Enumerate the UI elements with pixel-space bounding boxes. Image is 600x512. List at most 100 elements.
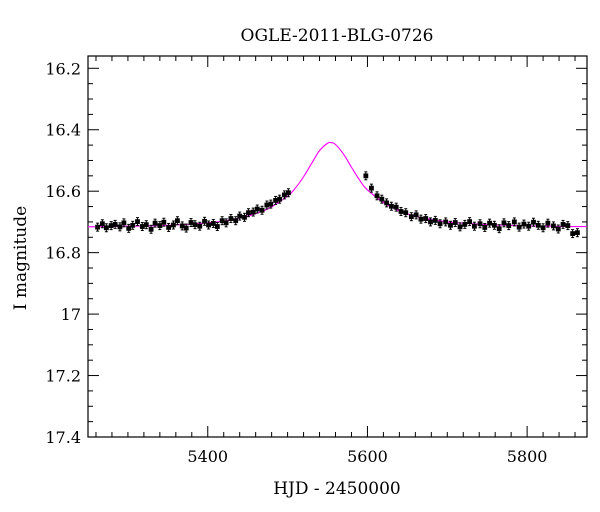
model-curve-group — [87, 141, 588, 228]
data-point — [496, 224, 502, 234]
data-point-marker — [369, 185, 374, 191]
data-point-marker — [457, 224, 463, 230]
data-point-marker — [237, 213, 243, 219]
data-point-marker — [477, 221, 483, 227]
data-point — [117, 222, 123, 232]
data-point-marker — [560, 221, 566, 227]
data-point-marker — [551, 223, 556, 229]
data-point — [259, 205, 265, 215]
data-point — [157, 221, 163, 231]
data-point-marker — [555, 226, 561, 232]
data-point-marker — [482, 225, 488, 230]
data-point-marker — [259, 207, 265, 213]
data-point-marker — [379, 196, 385, 202]
data-point-marker — [161, 219, 167, 225]
data-point — [192, 220, 198, 230]
data-point — [418, 214, 424, 224]
data-point — [374, 191, 380, 201]
data-point-marker — [506, 223, 512, 229]
data-point-marker — [432, 217, 438, 223]
data-point — [197, 221, 203, 231]
data-point-marker — [521, 221, 527, 227]
data-point — [166, 222, 172, 232]
data-point — [135, 217, 140, 227]
data-point-marker — [223, 220, 229, 226]
data-point-marker — [197, 223, 203, 229]
data-point — [570, 229, 576, 239]
data-point — [428, 217, 433, 227]
data-point-marker — [171, 222, 176, 228]
data-point-marker — [210, 221, 216, 226]
data-point — [228, 214, 234, 224]
data-point — [565, 221, 571, 231]
data-point — [242, 212, 247, 222]
data-point-marker — [467, 219, 473, 225]
data-point — [237, 211, 243, 221]
data-point — [214, 222, 220, 232]
data-point — [148, 224, 154, 234]
data-point — [285, 188, 291, 198]
data-point-marker — [277, 196, 283, 202]
data-point — [491, 220, 497, 230]
data-point — [482, 222, 488, 232]
data-point — [268, 199, 274, 209]
data-point-marker — [462, 221, 468, 227]
data-point-marker — [95, 224, 100, 230]
plot-frame — [87, 55, 588, 438]
data-point — [363, 171, 369, 181]
data-point-marker — [183, 225, 189, 231]
data-point — [277, 194, 283, 204]
data-point — [437, 219, 443, 229]
data-point — [112, 219, 118, 229]
data-point-marker — [130, 222, 136, 228]
data-point — [467, 217, 473, 227]
data-point-marker — [166, 225, 172, 230]
data-point-marker — [501, 220, 507, 226]
data-point-marker — [126, 225, 132, 231]
data-point — [233, 216, 239, 226]
data-point — [264, 200, 270, 210]
data-point-marker — [108, 223, 114, 229]
data-point — [250, 207, 256, 217]
x-tick-label: 5800 — [507, 447, 548, 466]
data-point-marker — [282, 192, 287, 198]
data-point-marker — [233, 218, 239, 224]
data-point — [108, 221, 114, 231]
data-point-marker — [491, 222, 497, 228]
data-point-marker — [448, 222, 453, 228]
data-point-marker — [152, 220, 158, 226]
data-point-marker — [428, 219, 433, 225]
data-point — [432, 215, 438, 225]
data-point — [521, 219, 527, 229]
x-tick-label: 5600 — [347, 447, 388, 466]
data-point — [388, 201, 394, 211]
data-point-marker — [575, 230, 580, 236]
data-point — [551, 221, 556, 231]
data-point — [575, 228, 580, 238]
data-point-marker — [206, 222, 211, 228]
data-point-marker — [121, 220, 127, 226]
data-point — [511, 217, 517, 227]
y-tick-label: 16.4 — [45, 121, 81, 140]
data-point-marker — [175, 218, 180, 224]
axis-ticks — [88, 56, 587, 438]
data-point-marker — [403, 210, 409, 216]
data-point — [408, 212, 414, 222]
data-point — [219, 216, 225, 226]
data-point-marker — [526, 223, 532, 229]
data-point — [171, 220, 176, 230]
data-point-marker — [99, 221, 105, 227]
data-point-marker — [565, 223, 571, 229]
data-point-marker — [192, 222, 198, 228]
data-point — [472, 221, 477, 231]
data-point — [379, 194, 385, 204]
data-point-marker — [540, 225, 546, 231]
data-point-marker — [398, 209, 404, 214]
data-point — [384, 198, 390, 208]
data-point-marker — [157, 223, 163, 229]
data-point — [413, 210, 419, 220]
data-point-marker — [242, 214, 247, 220]
data-point-marker — [139, 224, 145, 229]
data-point — [487, 218, 492, 228]
data-point-marker — [570, 231, 576, 236]
